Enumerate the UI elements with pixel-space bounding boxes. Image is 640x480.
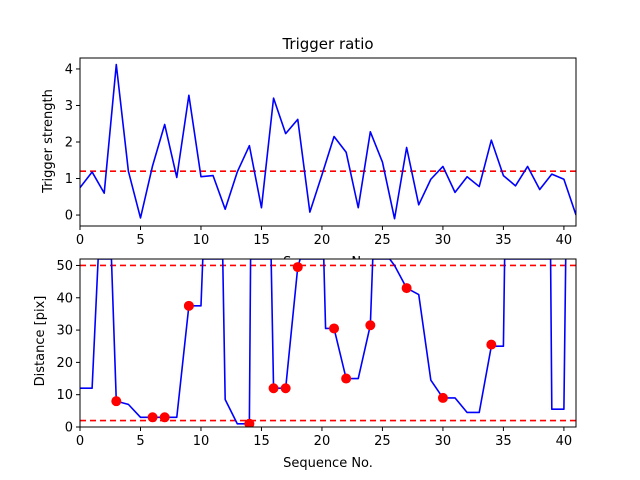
x-tick-label: 30 [435,434,452,449]
data-point [147,412,158,423]
x-tick-label: 20 [314,233,331,248]
data-point [437,392,448,403]
data-point [244,418,255,427]
data-point [183,300,194,311]
x-tick-label: 5 [136,434,144,449]
chart-title: Trigger ratio [281,35,373,53]
x-tick-label: 25 [374,434,391,449]
y-axis-label: Distance [pix] [33,296,48,387]
y-tick-label: 10 [56,388,73,403]
x-tick-label: 35 [495,233,512,248]
x-tick-label: 40 [556,233,573,248]
data-point [292,262,303,273]
y-tick-label: 0 [65,209,73,224]
x-tick-label: 40 [556,434,573,449]
data-point [365,320,376,331]
x-tick-label: 30 [435,233,452,248]
y-tick-label: 1 [65,172,73,187]
x-tick-label: 20 [314,434,331,449]
data-point [280,383,291,394]
distance-chart: Distance [pix] Sequence No. 0 5 10 15 20 25 30… [33,258,577,471]
x-tick-label: 15 [253,434,270,449]
y-axis-label: Trigger strength [41,89,56,194]
data-point [401,283,412,294]
y-tick-label: 50 [56,259,73,274]
trigger-ratio-chart: Trigger ratio Trigger strength Sequence … [41,35,577,270]
series-line [80,259,567,425]
y-tick-label: 30 [56,324,73,339]
data-point [341,373,352,384]
data-point [329,323,340,334]
x-tick-label: 0 [76,434,84,449]
data-point [111,396,122,407]
plot-content [80,63,576,220]
bottom-plot-background [80,259,576,427]
y-tick-label: 4 [65,62,73,77]
x-tick-label: 35 [495,434,512,449]
data-point [159,412,170,423]
y-tick-label: 20 [56,356,73,371]
plot-area: 0 5 10 15 20 25 30 35 40 0 10 20 30 40 50 [56,258,577,449]
data-point [268,383,279,394]
y-tick-label: 3 [65,99,73,114]
axes-frame [79,258,577,428]
y-tick-label: 2 [65,136,73,151]
x-tick-label: 5 [136,233,144,248]
series-line [80,63,576,220]
plot-content [80,259,576,427]
x-tick-label: 25 [374,233,391,248]
plot-area: 0 5 10 15 20 25 30 35 40 0 1 2 3 4 [65,57,577,248]
x-tick-label: 10 [193,233,210,248]
y-tick-label: 0 [65,421,73,436]
x-tick-label: 10 [193,434,210,449]
x-axis-label: Sequence No. [283,456,373,471]
x-tick-label: 0 [76,233,84,248]
x-tick-label: 15 [253,233,270,248]
y-tick-label: 40 [56,291,73,306]
data-point [486,339,497,350]
